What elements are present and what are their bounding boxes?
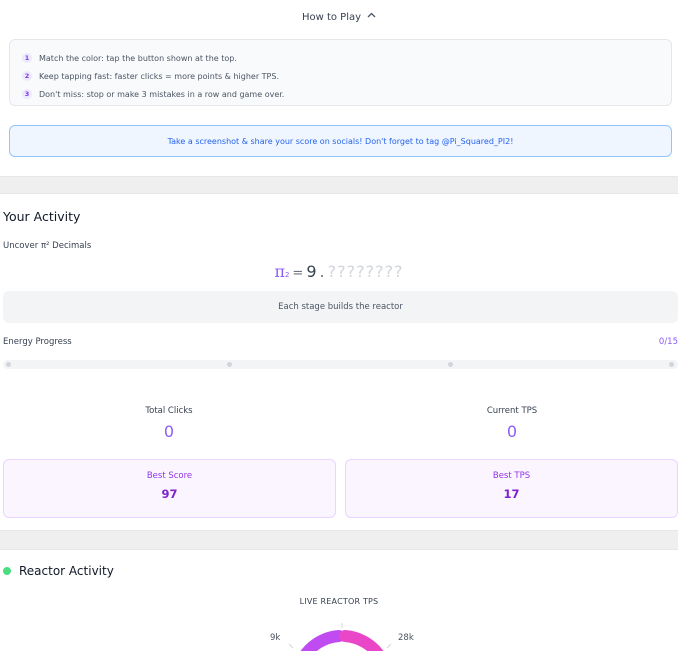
best-score-value: 97 bbox=[161, 487, 178, 501]
rule-item: 1 Match the color: tap the button shown … bbox=[22, 49, 671, 67]
rule-item: 2 Keep tapping fast: faster clicks = mor… bbox=[22, 67, 671, 85]
stage-info: Each stage builds the reactor bbox=[3, 291, 678, 323]
rule-number: 1 bbox=[22, 53, 32, 63]
progress-node bbox=[669, 362, 674, 367]
best-tps-value: 17 bbox=[503, 487, 520, 501]
rules-panel: 1 Match the color: tap the button shown … bbox=[9, 39, 672, 106]
gauge-tick bbox=[386, 643, 392, 649]
progress-node bbox=[6, 362, 11, 367]
pi-decimal-point: . bbox=[319, 262, 325, 281]
pi-integer-part: 9 bbox=[306, 262, 317, 281]
pi-equals: = bbox=[292, 266, 304, 281]
pi-hidden-decimals: ???????? bbox=[327, 262, 404, 281]
gauge-tick-right: 28k bbox=[398, 633, 414, 643]
rule-text: Don't miss: stop or make 3 mistakes in a… bbox=[39, 89, 285, 99]
total-clicks-value: 0 bbox=[163, 422, 175, 441]
section-divider bbox=[0, 176, 678, 194]
how-to-play-title: How to Play bbox=[301, 11, 362, 23]
gauge-arc-right bbox=[339, 630, 384, 651]
energy-progress-count: 0/15 bbox=[658, 337, 678, 347]
section-divider bbox=[0, 530, 678, 550]
best-score-label: Best Score bbox=[146, 471, 193, 481]
how-to-play-toggle[interactable]: How to Play bbox=[0, 0, 678, 34]
rule-number: 2 bbox=[22, 71, 32, 81]
reactor-activity-header: Reactor Activity bbox=[3, 564, 114, 578]
progress-node bbox=[227, 362, 232, 367]
gauge-tick-left: 9k bbox=[270, 633, 281, 643]
chevron-up-icon bbox=[367, 11, 376, 21]
current-tps-value: 0 bbox=[506, 422, 518, 441]
total-clicks-label: Total Clicks bbox=[145, 406, 193, 416]
gauge-tick bbox=[288, 643, 294, 649]
energy-progress-label: Energy Progress bbox=[3, 337, 72, 347]
rule-text: Match the color: tap the button shown at… bbox=[39, 53, 237, 63]
current-tps-label: Current TPS bbox=[486, 406, 538, 416]
activity-title: Your Activity bbox=[3, 209, 81, 224]
stage-text: Each stage builds the reactor bbox=[278, 302, 403, 312]
current-tps-stat: Current TPS 0 bbox=[346, 406, 678, 441]
live-reactor-tps-label: LIVE REACTOR TPS bbox=[299, 597, 379, 606]
live-status-dot bbox=[3, 567, 11, 575]
best-score-card: Best Score 97 bbox=[3, 459, 336, 518]
reactor-activity-title: Reactor Activity bbox=[19, 564, 114, 578]
pi-superscript: 2 bbox=[284, 271, 290, 279]
share-banner-text: Take a screenshot & share your score on … bbox=[167, 136, 514, 146]
uncover-decimals-label: Uncover π² Decimals bbox=[3, 241, 92, 251]
total-clicks-stat: Total Clicks 0 bbox=[3, 406, 335, 441]
best-tps-card: Best TPS 17 bbox=[345, 459, 678, 518]
gauge-arc-left bbox=[300, 630, 345, 651]
reactor-tps-gauge bbox=[288, 623, 392, 651]
pi-symbol: π bbox=[274, 262, 285, 281]
share-banner: Take a screenshot & share your score on … bbox=[9, 125, 672, 157]
best-tps-label: Best TPS bbox=[492, 471, 531, 481]
rule-number: 3 bbox=[22, 89, 32, 99]
rule-item: 3 Don't miss: stop or make 3 mistakes in… bbox=[22, 85, 671, 103]
energy-progress-bar bbox=[3, 360, 678, 369]
rule-text: Keep tapping fast: faster clicks = more … bbox=[39, 71, 279, 81]
progress-node bbox=[448, 362, 453, 367]
